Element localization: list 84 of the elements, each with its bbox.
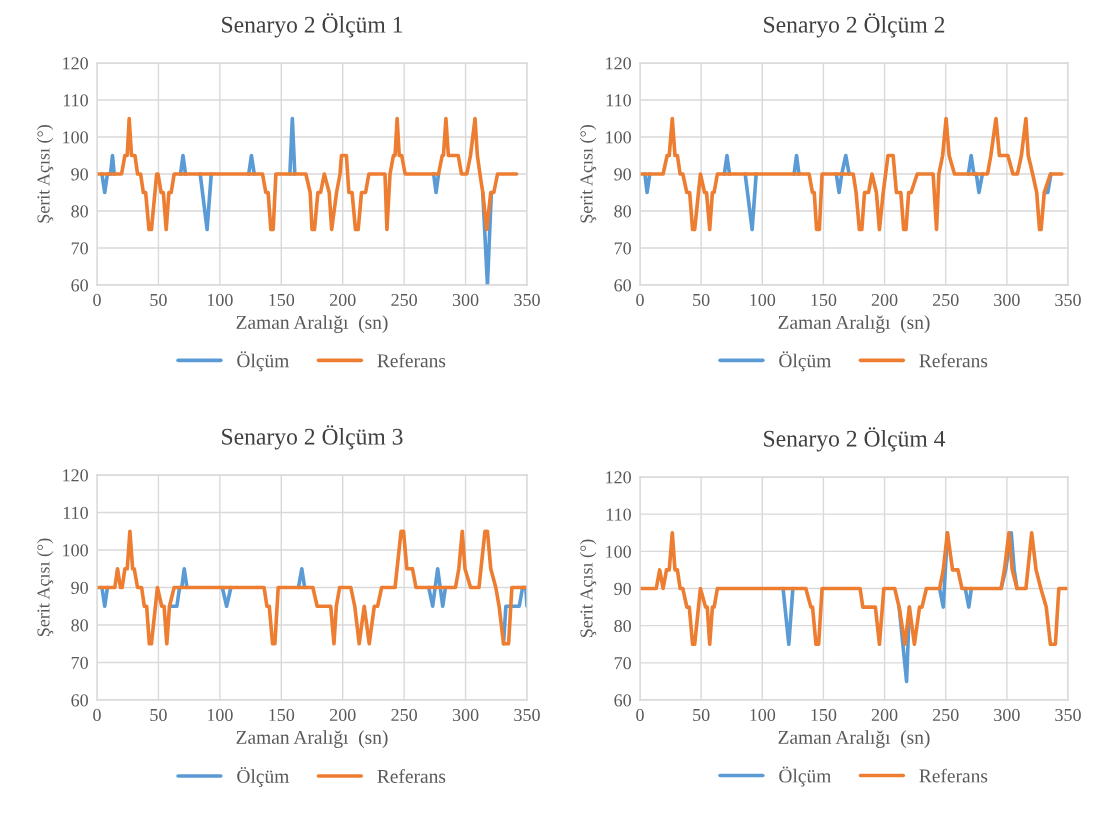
- x-tick-label: 250: [932, 293, 959, 307]
- y-tick-label: 110: [63, 506, 88, 519]
- x-tick-label: 300: [452, 708, 479, 722]
- y-tick-label: 90: [614, 168, 631, 181]
- x-tick-label: 350: [1055, 708, 1081, 722]
- x-tick-label: 200: [329, 293, 356, 307]
- x-tick-label: 150: [811, 708, 837, 722]
- y-tick-label: 120: [606, 57, 631, 70]
- chart-title: Senaryo 2 Ölçüm 4: [764, 427, 946, 452]
- y-axis-title: Şerit Açısı (°): [36, 538, 54, 637]
- y-tick-label: 120: [606, 471, 631, 484]
- y-axis-title: Şerit Açısı (°): [579, 125, 597, 223]
- line-series: [97, 116, 519, 232]
- x-tick-label: 200: [329, 708, 356, 722]
- y-axis-title: Şerit Açısı (°): [36, 125, 54, 223]
- y-axis-title: Şerit Açısı (°): [579, 539, 597, 638]
- y-tick-label: 60: [614, 279, 631, 292]
- x-tick-label: 150: [269, 293, 295, 307]
- x-tick-label: 300: [452, 293, 479, 307]
- y-tick-label: 90: [71, 168, 88, 181]
- legend-label: Referans: [919, 768, 988, 783]
- y-tick-label: 80: [614, 619, 631, 633]
- legend-label: Ölçüm: [779, 766, 832, 787]
- x-tick-label: 0: [636, 293, 644, 307]
- y-tick-label: 80: [614, 205, 631, 218]
- x-tick-label: 200: [871, 293, 898, 307]
- y-tick-label: 90: [71, 581, 88, 594]
- x-tick-label: 100: [207, 293, 233, 307]
- y-tick-label: 100: [606, 545, 631, 558]
- y-tick-label: 120: [63, 469, 88, 482]
- x-tick-label: 300: [994, 708, 1020, 722]
- y-tick-label: 70: [614, 242, 631, 255]
- x-tick-label: 100: [750, 708, 776, 722]
- x-tick-label: 150: [269, 708, 295, 722]
- line-series: [640, 530, 1068, 647]
- x-tick-label: 350: [1055, 293, 1081, 307]
- legend-label: Ölçüm: [237, 351, 290, 372]
- y-tick-label: 70: [614, 657, 631, 670]
- y-tick-label: 110: [606, 94, 631, 107]
- x-tick-label: 100: [207, 708, 233, 722]
- line-series: [97, 529, 527, 646]
- x-axis-title: Zaman Aralığı (sn): [778, 730, 930, 748]
- x-axis-title: Zaman Aralığı (sn): [236, 315, 388, 333]
- legend-label: Referans: [377, 353, 446, 368]
- x-tick-label: 350: [514, 293, 540, 307]
- x-tick-label: 250: [932, 708, 959, 722]
- legend-label: Ölçüm: [237, 767, 290, 787]
- x-tick-label: 200: [871, 708, 898, 722]
- x-tick-label: 50: [150, 293, 167, 307]
- y-tick-label: 70: [71, 242, 88, 255]
- y-tick-label: 110: [606, 508, 631, 521]
- chart-title: Senaryo 2 Ölçüm 3: [222, 425, 403, 450]
- y-tick-label: 110: [63, 94, 88, 107]
- y-tick-label: 60: [71, 694, 88, 707]
- legend-label: Ölçüm: [779, 351, 832, 372]
- line-series: [640, 116, 1064, 232]
- x-tick-label: 50: [150, 708, 167, 722]
- x-tick-label: 0: [93, 293, 101, 307]
- y-tick-label: 80: [71, 205, 88, 218]
- x-tick-label: 250: [391, 708, 417, 722]
- y-tick-label: 100: [63, 131, 88, 144]
- y-tick-label: 120: [63, 57, 88, 70]
- x-tick-label: 50: [693, 293, 710, 307]
- x-tick-label: 50: [693, 708, 710, 722]
- x-tick-label: 250: [391, 293, 417, 307]
- x-tick-label: 0: [93, 708, 101, 722]
- y-tick-label: 100: [606, 131, 631, 144]
- x-tick-label: 150: [811, 293, 837, 307]
- x-axis-title: Zaman Aralığı (sn): [778, 315, 930, 333]
- x-tick-label: 0: [636, 708, 644, 722]
- x-axis-title: Zaman Aralığı (sn): [236, 730, 388, 748]
- legend-label: Referans: [919, 353, 988, 368]
- chart-title: Senaryo 2 Ölçüm 1: [222, 13, 403, 38]
- x-tick-label: 350: [514, 708, 540, 722]
- y-tick-label: 100: [63, 544, 88, 557]
- y-tick-label: 70: [71, 656, 88, 669]
- y-tick-label: 60: [71, 279, 88, 292]
- legend-label: Referans: [377, 769, 446, 783]
- y-tick-label: 80: [71, 619, 88, 632]
- y-tick-label: 60: [614, 694, 631, 707]
- x-tick-label: 300: [994, 293, 1020, 307]
- chart-title: Senaryo 2 Ölçüm 2: [764, 13, 945, 38]
- y-tick-label: 90: [614, 582, 631, 595]
- x-tick-label: 100: [750, 293, 776, 307]
